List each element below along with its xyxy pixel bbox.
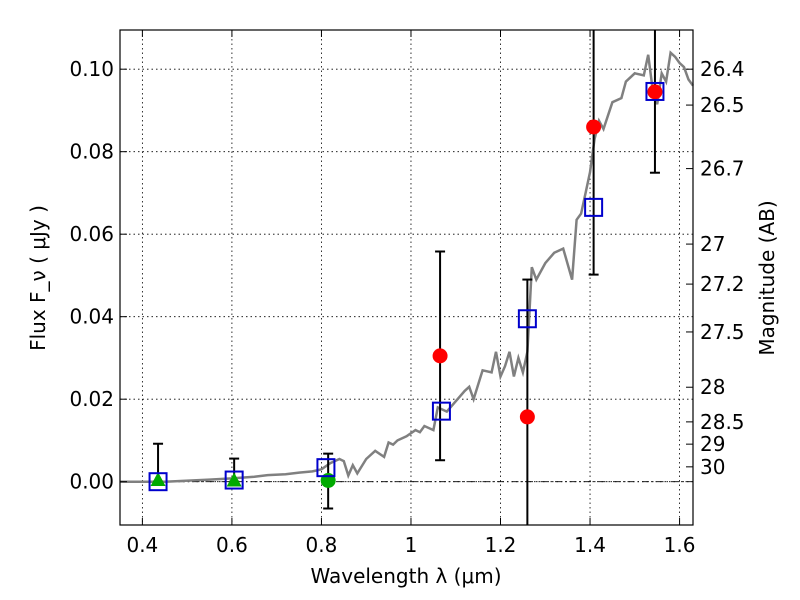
- x-tick-label: 0.4: [126, 533, 158, 557]
- x-tick-label: 1.2: [485, 533, 517, 557]
- blue-squares-marker: [431, 401, 451, 421]
- x-axis-label: Wavelength λ (μm): [310, 564, 501, 588]
- y-axis-label: Flux F_ν ( μJy ): [26, 205, 50, 351]
- right-axis-label: Magnitude (AB): [755, 200, 779, 355]
- green-triangles-marker: [150, 472, 166, 487]
- y-tick-label: 0.00: [69, 470, 114, 494]
- blue-squares-marker: [584, 197, 604, 217]
- right-tick-label: 27.2: [700, 272, 745, 296]
- model-spectrum-line: [120, 50, 695, 483]
- error-bar: [522, 278, 533, 525]
- x-tick-label: 0.6: [216, 533, 248, 557]
- y-tick-label: 0.04: [69, 305, 114, 329]
- x-tick-label: 1.6: [664, 533, 696, 557]
- error-bars: [153, 30, 660, 525]
- y-tick-label: 0.08: [69, 140, 114, 164]
- blue-squares-marker: [316, 458, 336, 478]
- y-tick-label: 0.06: [69, 222, 114, 246]
- right-tick-label: 28.5: [700, 410, 745, 434]
- x-tick-label: 1: [405, 533, 418, 557]
- grid: [120, 30, 693, 525]
- y-tick-label: 0.10: [69, 57, 114, 81]
- x-axis-ticks: 0.4 0.6 0.8 1 1.2 1.4 1.6: [126, 30, 695, 557]
- data-markers: [148, 81, 665, 492]
- y-tick-label: 0.02: [69, 387, 114, 411]
- right-tick-label: 27.5: [700, 320, 745, 344]
- right-tick-label: 26.5: [700, 93, 745, 117]
- error-bar: [588, 30, 599, 276]
- right-tick-label: 26.7: [700, 157, 745, 181]
- red-circles-marker: [432, 348, 448, 364]
- x-tick-label: 0.8: [306, 533, 338, 557]
- red-circles-marker: [647, 84, 663, 100]
- x-tick-label: 1.4: [574, 533, 606, 557]
- green-triangles-marker: [226, 472, 242, 487]
- red-circles-marker: [519, 409, 535, 425]
- red-circles-marker: [586, 119, 602, 135]
- y-axis-ticks: 0.00 0.02 0.04 0.06 0.08 0.10: [69, 57, 127, 494]
- blue-squares-marker: [224, 470, 244, 490]
- right-tick-label: 30: [700, 455, 725, 479]
- right-tick-label: 26.4: [700, 57, 745, 81]
- blue-squares-marker: [645, 81, 665, 101]
- right-tick-label: 27: [700, 232, 725, 256]
- blue-squares-marker: [517, 309, 537, 329]
- error-bar: [649, 30, 660, 174]
- right-tick-label: 28: [700, 375, 725, 399]
- plot-frame: [119, 29, 694, 526]
- blue-squares-marker: [148, 472, 168, 492]
- right-tick-label: 29: [700, 432, 725, 456]
